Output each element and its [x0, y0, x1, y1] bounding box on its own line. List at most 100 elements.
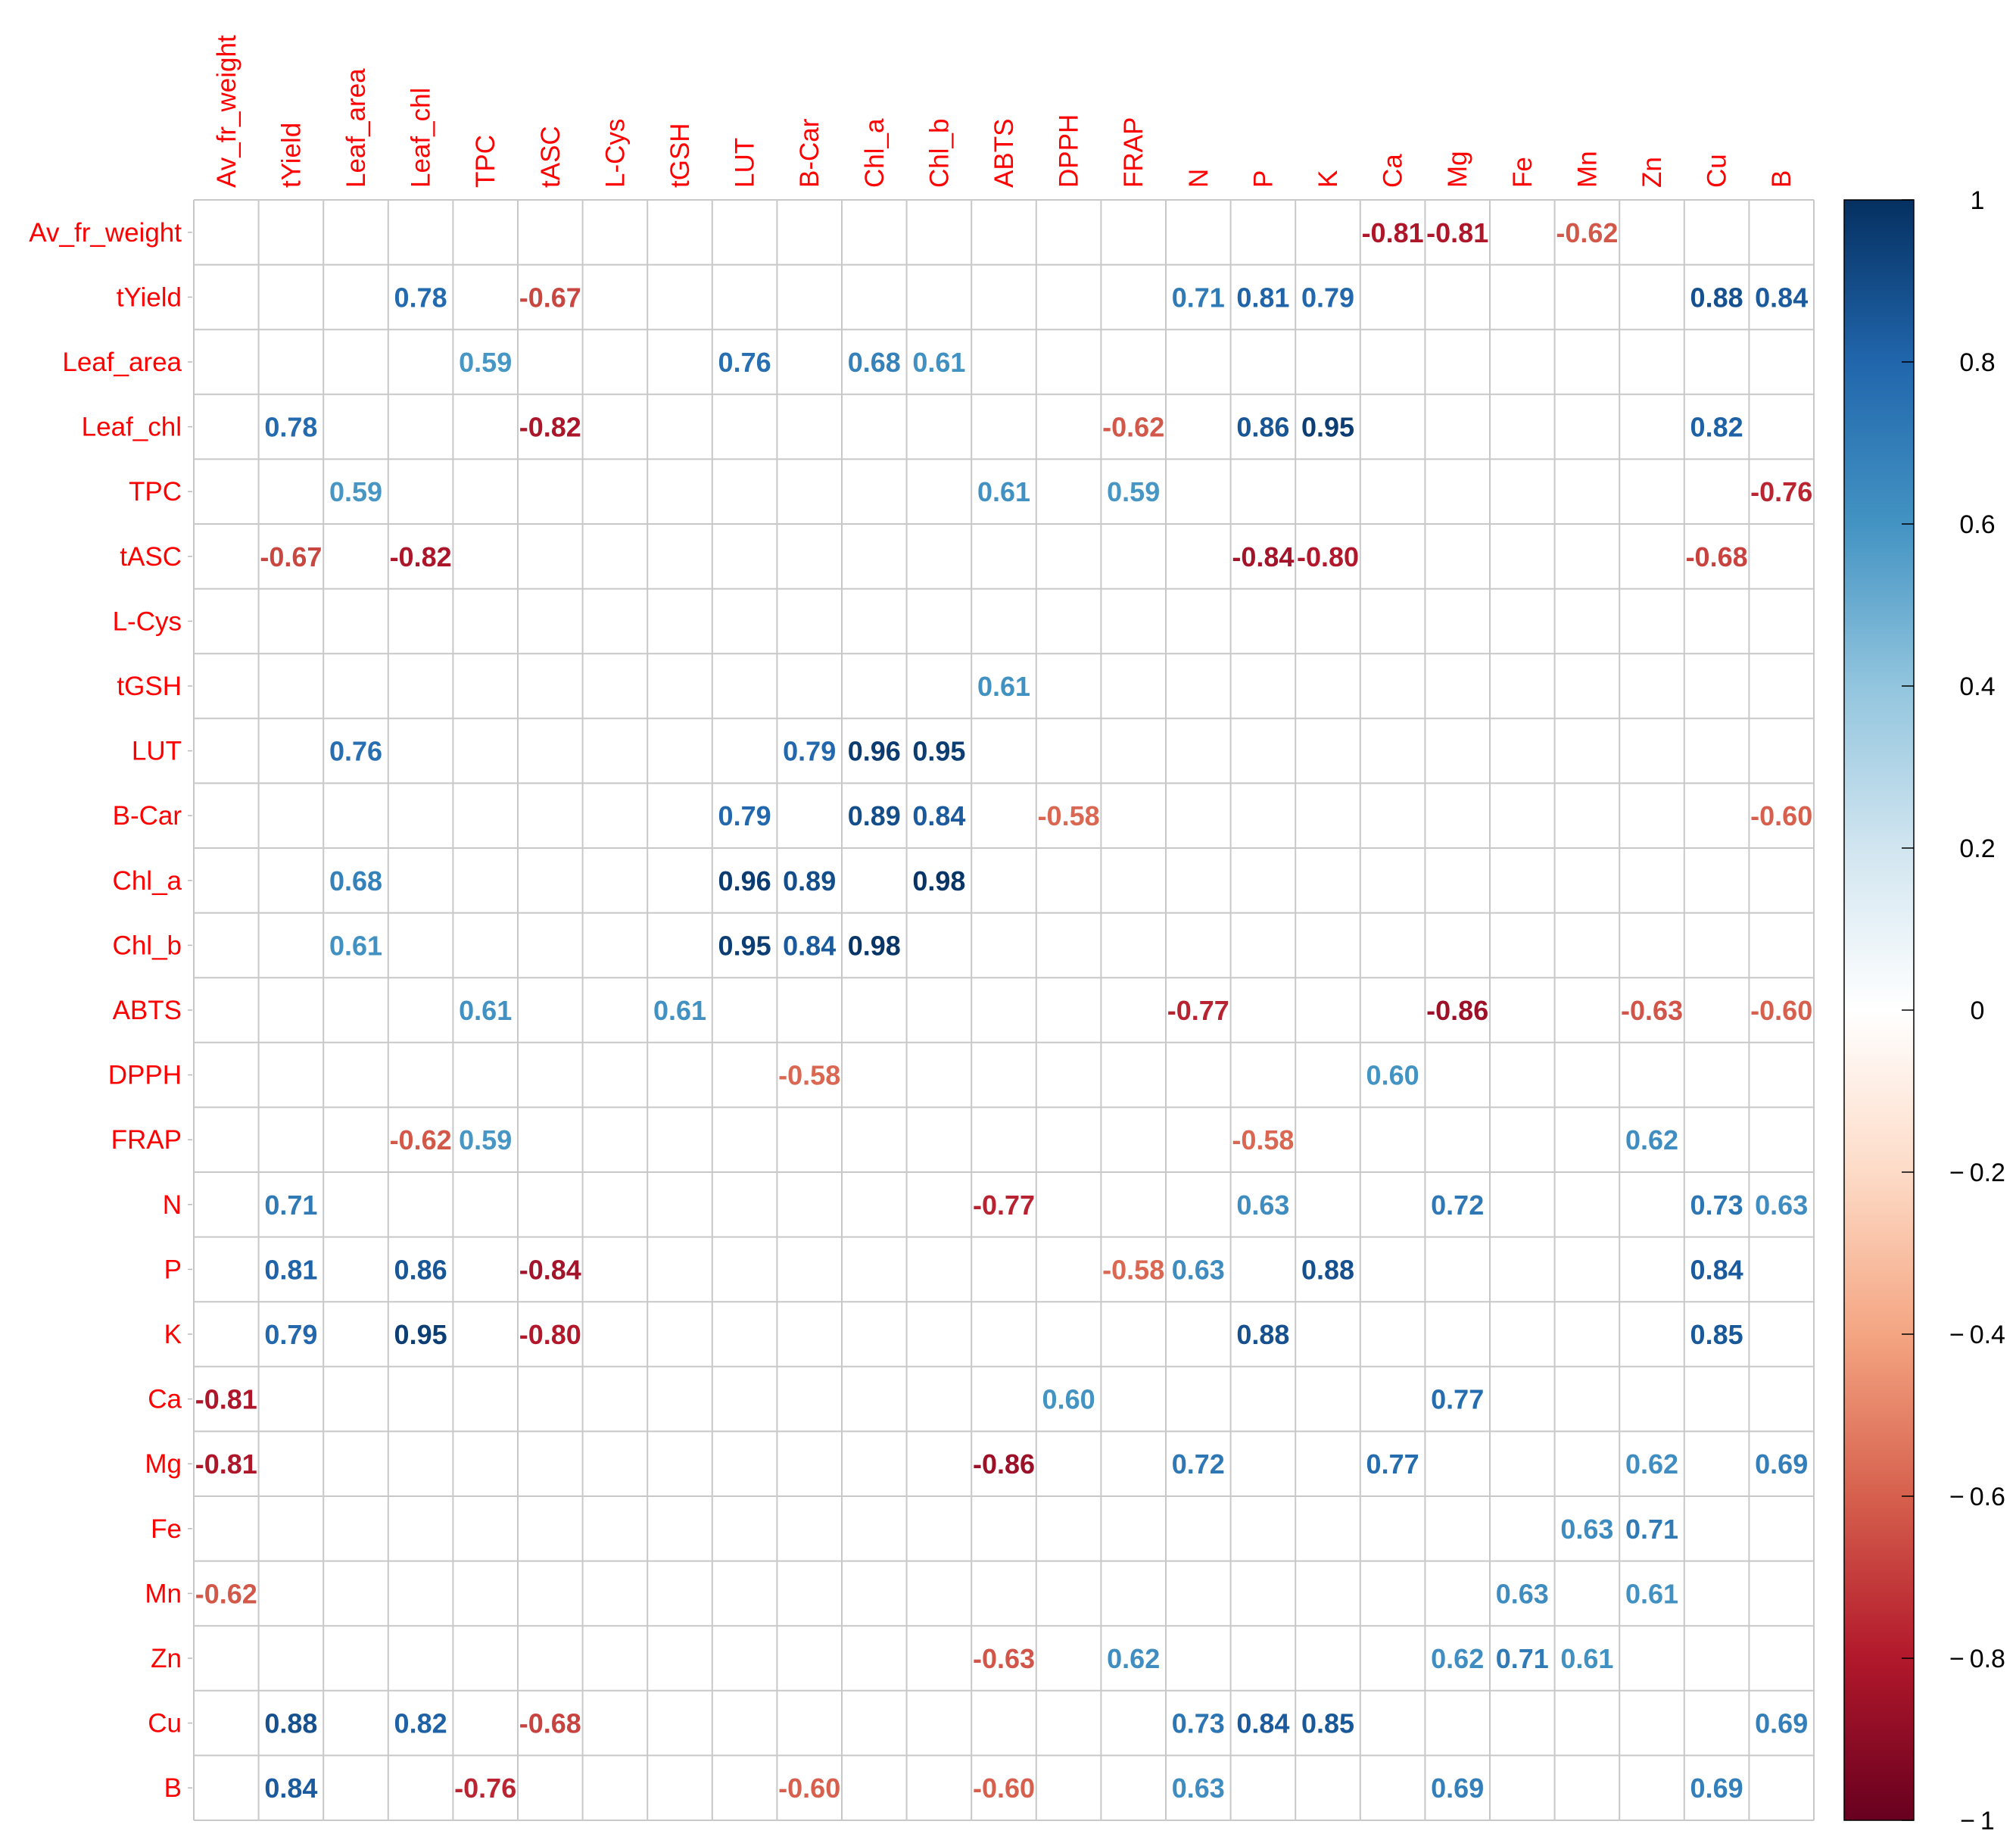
- corr-value-frap-p: -0.58: [1232, 1124, 1294, 1155]
- row-label-tasc: tASC: [120, 542, 182, 572]
- corr-value-abts-b: -0.60: [1750, 995, 1812, 1026]
- corr-value-leaf-chl-p: 0.86: [1236, 412, 1289, 443]
- corr-value-zn-abts: -0.63: [973, 1643, 1035, 1674]
- colorbar-tick-label: − 1: [1960, 1807, 1995, 1835]
- row-label-frap: FRAP: [111, 1125, 182, 1155]
- colorbar-tick-label: − 0.8: [1949, 1645, 2005, 1673]
- corr-value-lut-chl-b: 0.95: [912, 736, 965, 767]
- corr-value-tyield-cu: 0.88: [1690, 282, 1743, 313]
- corr-value-p-k: 0.88: [1301, 1254, 1354, 1285]
- corr-value-leaf-chl-tasc: -0.82: [519, 412, 581, 443]
- row-label-av-fr-weight: Av_fr_weight: [29, 218, 182, 248]
- column-label-chl-b: Chl_b: [924, 119, 954, 188]
- corr-value-leaf-area-tpc: 0.59: [459, 347, 512, 378]
- column-label-av-fr-weight: Av_fr_weight: [212, 35, 241, 188]
- row-label-leaf-chl: Leaf_chl: [82, 413, 182, 442]
- colorbar-tick-label: 0.8: [1959, 348, 1995, 377]
- corr-value-cu-n: 0.73: [1172, 1708, 1225, 1739]
- corr-value-mg-abts: -0.86: [973, 1449, 1035, 1480]
- corr-value-b-car-chl-a: 0.89: [848, 800, 901, 831]
- corr-value-cu-tyield: 0.88: [264, 1708, 317, 1739]
- corr-value-cu-leaf-chl: 0.82: [394, 1708, 447, 1739]
- column-label-cu: Cu: [1703, 154, 1732, 188]
- corr-value-n-tyield: 0.71: [264, 1190, 317, 1221]
- colorbar-tick-label: 0: [1971, 996, 1985, 1025]
- corr-value-b-abts: -0.60: [973, 1773, 1035, 1804]
- corr-value-chl-b-lut: 0.95: [718, 930, 771, 961]
- corr-value-b-cu: 0.69: [1690, 1773, 1743, 1804]
- column-label-zn: Zn: [1637, 157, 1667, 188]
- row-label-l-cys: L-Cys: [113, 607, 182, 636]
- corr-value-leaf-chl-k: 0.95: [1301, 412, 1354, 443]
- corr-value-b-tpc: -0.76: [454, 1773, 516, 1804]
- row-labels: Av_fr_weight tYield Leaf_area Leaf_chl TPC tA…: [29, 218, 192, 1803]
- corr-value-cu-tasc: -0.68: [519, 1708, 581, 1739]
- corr-value-fe-mn: 0.63: [1560, 1514, 1613, 1545]
- corr-value-lut-b-car: 0.79: [783, 736, 836, 767]
- corr-value-mg-ca: 0.77: [1366, 1449, 1419, 1480]
- corr-value-chl-a-b-car: 0.89: [783, 865, 836, 897]
- row-label-mn: Mn: [145, 1579, 182, 1608]
- corr-value-tasc-cu: -0.68: [1686, 541, 1748, 572]
- row-label-tgsh: tGSH: [117, 672, 182, 701]
- colorbar-tick-label: − 0.2: [1949, 1159, 2005, 1187]
- corr-value-zn-mn: 0.61: [1560, 1643, 1613, 1674]
- corr-value-b-mg: 0.69: [1431, 1773, 1484, 1804]
- row-label-n: N: [163, 1190, 182, 1220]
- row-label-chl-b: Chl_b: [113, 931, 182, 960]
- column-label-tyield: tYield: [276, 123, 306, 188]
- row-label-p: P: [164, 1255, 182, 1284]
- column-label-fe: Fe: [1508, 157, 1538, 188]
- corr-value-mn-fe: 0.63: [1496, 1578, 1549, 1609]
- corr-value-tyield-tasc: -0.67: [519, 282, 581, 313]
- corr-value-frap-zn: 0.62: [1625, 1124, 1678, 1155]
- corr-value-abts-tpc: 0.61: [459, 995, 512, 1026]
- colorbar-tick-label: 0.2: [1959, 834, 1995, 863]
- corr-value-b-car-chl-b: 0.84: [912, 800, 965, 831]
- corr-value-p-n: 0.63: [1172, 1254, 1225, 1285]
- column-label-p: P: [1248, 170, 1278, 188]
- column-label-leaf-chl: Leaf_chl: [407, 88, 436, 188]
- corr-value-n-cu: 0.73: [1690, 1190, 1743, 1221]
- row-label-k: K: [164, 1320, 182, 1349]
- corr-value-abts-tgsh: 0.61: [653, 995, 706, 1026]
- row-label-zn: Zn: [151, 1644, 182, 1673]
- corr-value-chl-b-b-car: 0.84: [783, 930, 836, 961]
- corr-value-tyield-b: 0.84: [1755, 282, 1808, 313]
- corr-value-lut-leaf-area: 0.76: [329, 736, 382, 767]
- column-label-tasc: tASC: [536, 126, 566, 188]
- corr-value-chl-a-lut: 0.96: [718, 865, 771, 897]
- corr-value-lut-chl-a: 0.96: [848, 736, 901, 767]
- column-label-mn: Mn: [1572, 151, 1602, 188]
- corr-value-b-car-dpph: -0.58: [1038, 800, 1100, 831]
- colorbar-tick-label: 0.4: [1959, 672, 1995, 701]
- corr-value-leaf-chl-cu: 0.82: [1690, 412, 1743, 443]
- corr-value-p-frap: -0.58: [1102, 1254, 1164, 1285]
- corr-value-n-abts: -0.77: [973, 1190, 1035, 1221]
- corr-value-abts-zn: -0.63: [1621, 995, 1683, 1026]
- corr-value-tyield-n: 0.71: [1172, 282, 1225, 313]
- row-label-b: B: [164, 1773, 182, 1803]
- corr-value-k-tyield: 0.79: [264, 1319, 317, 1350]
- column-label-tgsh: tGSH: [665, 123, 695, 188]
- corr-value-fe-zn: 0.71: [1625, 1514, 1678, 1545]
- corr-value-tpc-frap: 0.59: [1107, 476, 1160, 507]
- row-label-abts: ABTS: [113, 996, 182, 1025]
- column-label-l-cys: L-Cys: [600, 119, 630, 188]
- corr-value-tyield-leaf-chl: 0.78: [394, 282, 447, 313]
- column-label-chl-a: Chl_a: [860, 118, 890, 188]
- corr-value-k-leaf-chl: 0.95: [394, 1319, 447, 1350]
- column-label-ca: Ca: [1379, 154, 1408, 188]
- corr-value-leaf-area-chl-b: 0.61: [912, 347, 965, 378]
- corr-value-dpph-ca: 0.60: [1366, 1060, 1419, 1091]
- corr-value-tyield-k: 0.79: [1301, 282, 1354, 313]
- corr-value-tasc-k: -0.80: [1297, 541, 1359, 572]
- row-label-chl-a: Chl_a: [113, 866, 182, 896]
- row-label-tyield: tYield: [117, 282, 182, 312]
- corr-value-k-tasc: -0.80: [519, 1319, 581, 1350]
- column-label-lut: LUT: [731, 138, 760, 188]
- corr-value-p-leaf-chl: 0.86: [394, 1254, 447, 1285]
- corr-value-mg-zn: 0.62: [1625, 1449, 1678, 1480]
- corr-value-n-b: 0.63: [1755, 1190, 1808, 1221]
